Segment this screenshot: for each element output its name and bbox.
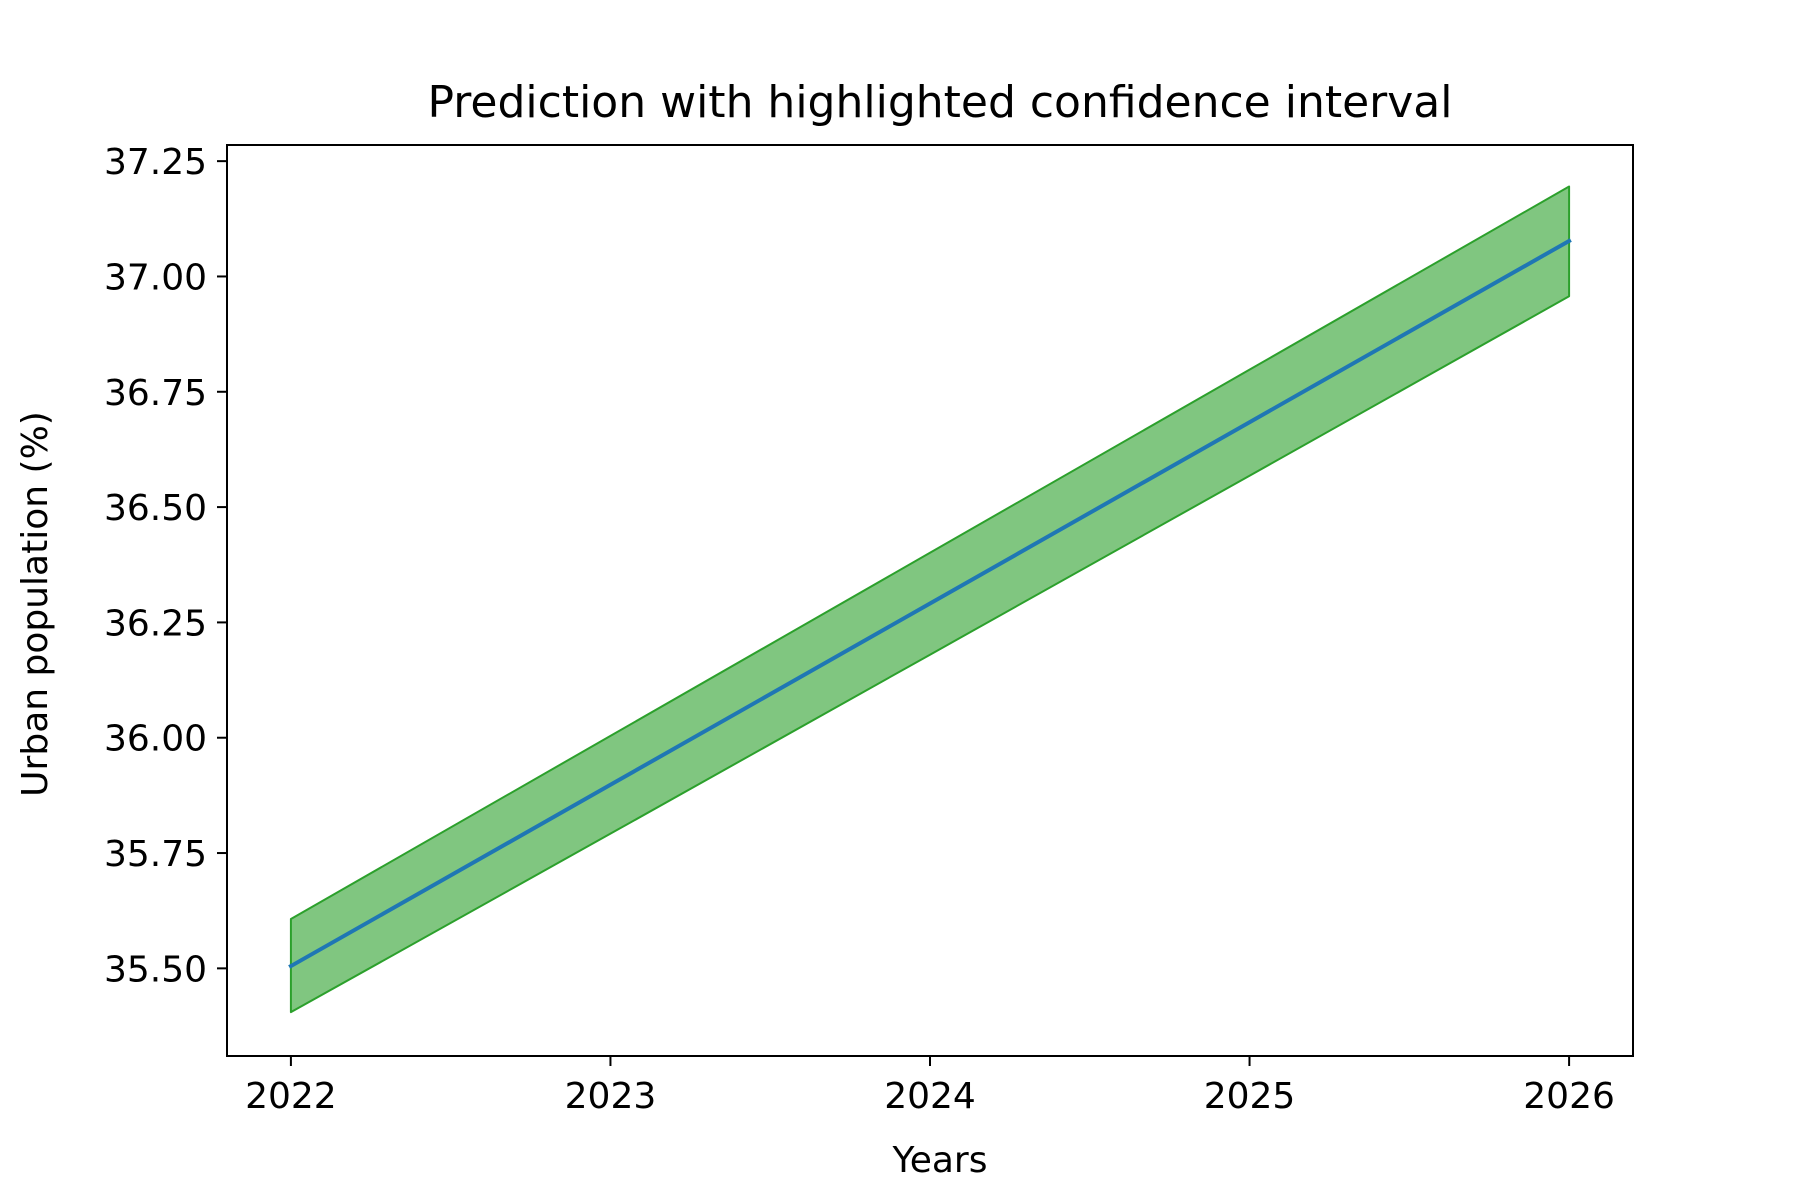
x-tick-label: 2025 <box>1204 1076 1296 1117</box>
x-tick-label: 2024 <box>884 1076 976 1117</box>
y-tick-label: 37.00 <box>104 257 207 298</box>
y-axis: 35.50 35.75 36.00 36.25 36.50 36.75 37.00 37.25 <box>104 142 227 990</box>
y-tick-label: 36.50 <box>104 488 207 529</box>
chart-title: Prediction with highlighted confidence i… <box>428 77 1453 128</box>
y-tick-label: 36.25 <box>104 603 207 644</box>
x-tick-label: 2023 <box>565 1076 657 1117</box>
plot-area <box>226 144 1634 1057</box>
y-tick-label: 35.75 <box>104 834 207 875</box>
x-axis: 2022 2023 2024 2025 2026 <box>245 1056 1615 1117</box>
y-tick-label: 35.50 <box>104 949 207 990</box>
y-tick-label: 36.75 <box>104 373 207 414</box>
y-axis-label: Urban population (%) <box>15 411 56 797</box>
x-tick-label: 2026 <box>1523 1076 1615 1117</box>
x-axis-label: Years <box>892 1140 988 1181</box>
y-tick-label: 36.00 <box>104 719 207 760</box>
x-tick-label: 2022 <box>245 1076 337 1117</box>
y-tick-label: 37.25 <box>104 142 207 183</box>
confidence-band <box>289 185 1571 1014</box>
prediction-line-0 <box>288 238 1572 969</box>
